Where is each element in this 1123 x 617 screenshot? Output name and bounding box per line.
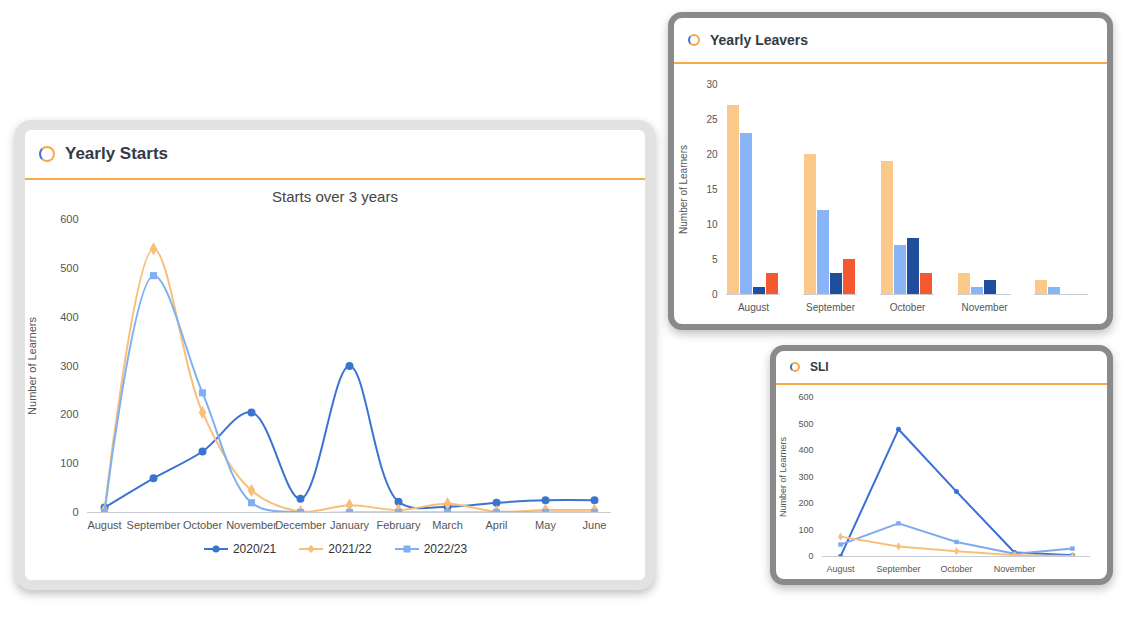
svg-text:300: 300 [798, 472, 813, 482]
svg-text:500: 500 [798, 419, 813, 429]
html-text:Starts over 3 years: Starts over 3 years [272, 188, 398, 205]
svg-text:0: 0 [808, 551, 813, 561]
svg-text:10: 10 [706, 219, 718, 230]
svg-text:November: November [961, 302, 1008, 313]
svg-text:June: June [583, 519, 607, 531]
svg-text:August: August [87, 519, 121, 531]
html-text:2021/22: 2021/22 [328, 542, 372, 556]
html-text:Yearly Leavers: Yearly Leavers [710, 32, 809, 48]
svg-text:600: 600 [798, 392, 813, 402]
svg-text:Number of Learners: Number of Learners [26, 317, 38, 415]
svg-text:100: 100 [60, 457, 78, 469]
svg-text:100: 100 [798, 525, 813, 535]
svg-text:November: November [994, 564, 1036, 574]
html-text:Yearly Starts: Yearly Starts [65, 144, 168, 163]
svg-text:30: 30 [706, 79, 718, 90]
svg-text:August: August [826, 564, 855, 574]
svg-text:November: November [226, 519, 277, 531]
svg-text:5: 5 [712, 254, 718, 265]
svg-text:15: 15 [706, 184, 718, 195]
svg-text:May: May [535, 519, 556, 531]
svg-text:Number of Learners: Number of Learners [678, 145, 689, 234]
svg-text:February: February [376, 519, 421, 531]
svg-text:January: January [330, 519, 370, 531]
svg-text:600: 600 [60, 213, 78, 225]
svg-text:September: September [806, 302, 856, 313]
svg-text:March: March [432, 519, 463, 531]
html-text:2020/21: 2020/21 [232, 542, 277, 556]
svg-text:October: October [183, 519, 222, 531]
svg-text:200: 200 [60, 408, 78, 420]
svg-text:September: September [127, 519, 181, 531]
svg-text:25: 25 [706, 114, 718, 125]
svg-text:20: 20 [706, 149, 718, 160]
svg-text:December: December [275, 519, 326, 531]
svg-text:400: 400 [60, 311, 78, 323]
svg-text:200: 200 [798, 498, 813, 508]
svg-text:August: August [738, 302, 769, 313]
svg-text:400: 400 [798, 445, 813, 455]
html-text:2022/23: 2022/23 [423, 542, 468, 556]
svg-text:0: 0 [72, 506, 78, 518]
svg-text:300: 300 [60, 360, 78, 372]
svg-text:September: September [876, 564, 920, 574]
svg-text:April: April [485, 519, 507, 531]
svg-text:October: October [940, 564, 972, 574]
svg-text:Number of Learners: Number of Learners [778, 436, 788, 517]
svg-text:0: 0 [712, 289, 718, 300]
svg-text:500: 500 [60, 262, 78, 274]
html-text:SLI: SLI [810, 360, 829, 374]
svg-text:October: October [890, 302, 926, 313]
